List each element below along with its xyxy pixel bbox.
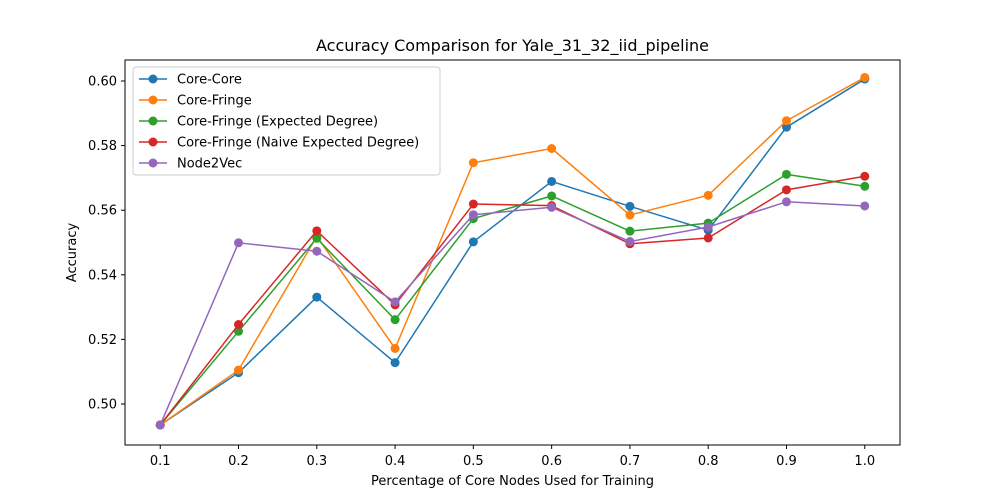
data-point <box>781 116 791 126</box>
data-point <box>547 176 557 186</box>
x-tick-label: 0.7 <box>620 454 641 469</box>
x-axis-title: Percentage of Core Nodes Used for Traini… <box>371 474 654 489</box>
series-line <box>159 173 865 426</box>
data-point <box>625 226 635 236</box>
legend-label: Node2Vec <box>177 157 242 172</box>
legend-label: Core-Core <box>177 73 242 88</box>
x-tick-label: 0.6 <box>541 454 562 469</box>
data-point <box>781 197 791 207</box>
data-point <box>860 171 870 181</box>
y-tick-label: 0.58 <box>88 139 117 154</box>
data-point <box>468 199 478 209</box>
y-tick-label: 0.52 <box>88 333 117 348</box>
data-point <box>703 222 713 232</box>
series-layer <box>155 72 870 430</box>
data-point <box>312 226 322 236</box>
legend-box <box>132 66 441 176</box>
y-tick-label: 0.56 <box>88 204 117 219</box>
data-point <box>468 210 478 220</box>
series-core-fringe <box>155 72 870 430</box>
y-axis: 0.50 0.52 0.54 0.56 0.58 0.60 <box>88 74 125 412</box>
data-point <box>547 191 557 201</box>
data-point <box>312 292 322 302</box>
data-point <box>860 201 870 211</box>
data-point <box>860 181 870 191</box>
data-point <box>703 190 713 200</box>
legend-item: Core-Core <box>139 73 242 88</box>
data-point <box>781 122 791 132</box>
legend-label: Core-Fringe <box>177 94 252 109</box>
legend: Core-Core Core-Fringe Core-Fringe (Expecte… <box>132 66 441 176</box>
data-point <box>390 358 400 368</box>
x-tick-label: 0.3 <box>306 454 327 469</box>
legend-marker <box>148 116 158 126</box>
data-point <box>390 297 400 307</box>
series-node2vec <box>155 197 870 430</box>
data-point <box>234 365 244 375</box>
x-tick-label: 0.4 <box>385 454 406 469</box>
y-axis-title: Accuracy <box>65 223 80 283</box>
legend-label: Core-Fringe (Naive Expected Degree) <box>177 136 419 151</box>
data-point <box>234 326 244 336</box>
data-point <box>390 343 400 353</box>
data-point <box>468 158 478 168</box>
data-point <box>234 320 244 330</box>
data-point <box>468 237 478 247</box>
legend-marker <box>148 74 158 84</box>
chart-title: Accuracy Comparison for Yale_31_32_iid_p… <box>316 36 709 56</box>
data-point <box>155 420 165 430</box>
x-tick-label: 0.1 <box>150 454 171 469</box>
legend-marker <box>148 137 158 147</box>
y-tick-label: 0.54 <box>88 268 117 283</box>
data-point <box>312 233 322 243</box>
x-tick-label: 0.9 <box>776 454 797 469</box>
data-point <box>547 202 557 212</box>
data-point <box>625 201 635 211</box>
series-line <box>159 76 866 426</box>
data-point <box>390 315 400 325</box>
legend-item: Core-Fringe (Expected Degree) <box>139 115 378 130</box>
x-axis: 0.1 0.2 0.3 0.4 0.5 0.6 0.7 0.8 0.9 1.0 <box>150 445 875 469</box>
data-point <box>781 185 791 195</box>
x-tick-label: 0.8 <box>698 454 719 469</box>
legend-item: Core-Fringe (Naive Expected Degree) <box>139 136 419 151</box>
data-point <box>625 237 635 247</box>
legend-marker <box>148 158 158 168</box>
data-point <box>547 143 557 153</box>
legend-item: Node2Vec <box>139 157 242 172</box>
x-tick-label: 1.0 <box>854 454 875 469</box>
y-tick-label: 0.50 <box>88 397 117 412</box>
x-tick-label: 0.5 <box>463 454 484 469</box>
x-tick-label: 0.2 <box>228 454 249 469</box>
data-point <box>625 210 635 220</box>
legend-marker <box>148 95 158 105</box>
data-point <box>781 169 791 179</box>
data-point <box>234 238 244 248</box>
y-tick-label: 0.60 <box>88 74 117 89</box>
legend-label: Core-Fringe (Expected Degree) <box>177 115 378 130</box>
data-point <box>312 246 322 256</box>
data-point <box>860 72 870 82</box>
data-point <box>703 233 713 243</box>
legend-item: Core-Fringe <box>139 94 252 109</box>
series-line <box>159 201 865 426</box>
